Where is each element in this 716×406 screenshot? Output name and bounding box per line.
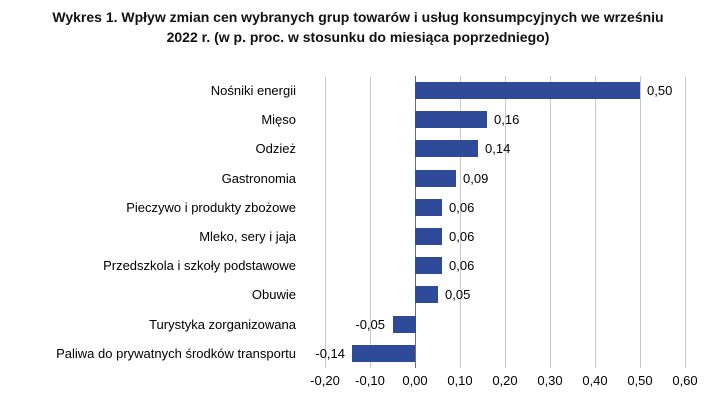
bar-area: 0,05 [325,280,685,309]
value-label: -0,14 [315,345,345,361]
value-label: 0,14 [485,141,511,157]
bar [415,198,442,216]
bar [415,227,442,245]
value-label: 0,05 [445,287,471,303]
category-label: Gastronomia [221,170,296,186]
value-label: 0,06 [449,199,475,215]
bar-chart: Nośniki energii 0,50 Mięso 0,16 Odzież 0,14 Ga… [0,76,716,388]
chart-title-line2: 2022 r. (w p. proc. w stosunku do miesią… [166,29,550,45]
x-tick-label: 0,50 [627,373,653,388]
x-tick-label: 0,40 [582,373,608,388]
chart-title-line1: Wykres 1. Wpływ zmian cen wybranych grup… [52,9,664,25]
bar-area: 0,16 [325,105,685,134]
chart-title: Wykres 1. Wpływ zmian cen wybranych grup… [0,7,716,47]
chart-row: Paliwa do prywatnych środków transportu -… [0,339,716,368]
chart-row: Turystyka zorganizowana -0,05 [0,310,716,339]
chart-row: Odzież 0,14 [0,134,716,163]
bar-area: -0,05 [325,310,685,339]
gridline [505,76,506,368]
x-tick-label: 0,60 [672,373,698,388]
category-label: Turystyka zorganizowana [149,316,296,332]
category-label: Pieczywo i produkty zbożowe [126,199,296,215]
bar [393,315,416,333]
bar [352,344,415,362]
chart-row: Pieczywo i produkty zbożowe 0,06 [0,193,716,222]
chart-rows: Nośniki energii 0,50 Mięso 0,16 Odzież 0,14 Ga… [0,76,716,368]
bar-area: 0,06 [325,222,685,251]
x-axis: -0,20 -0,10 0,00 0,10 0,20 0,30 0,40 0,50 0,60 [310,373,697,390]
x-tick-label: 0,00 [402,373,428,388]
bar-area: 0,50 [325,76,685,105]
x-tick-label: -0,20 [310,373,340,388]
x-tick-label: 0,30 [537,373,563,388]
chart-row: Nośniki energii 0,50 [0,76,716,105]
x-tick-label: -0,10 [355,373,385,388]
bar [415,140,478,158]
gridline [595,76,596,368]
category-label: Obuwie [251,287,296,303]
chart-row: Obuwie 0,05 [0,280,716,309]
value-label: 0,06 [449,258,475,274]
category-label: Odzież [255,141,296,157]
bar [415,169,456,187]
chart-row: Mięso 0,16 [0,105,716,134]
chart-row: Gastronomia 0,09 [0,164,716,193]
category-label: Mięso [261,112,296,128]
gridlines [325,76,686,368]
gridline [370,76,371,368]
bar-area: 0,06 [325,193,685,222]
value-label: 0,50 [647,83,673,99]
category-label: Paliwa do prywatnych środków transportu [56,345,296,361]
category-label: Nośniki energii [210,83,296,99]
value-label: 0,06 [449,229,475,245]
gridline [550,76,551,368]
value-label: -0,05 [355,316,385,332]
bar [415,82,640,99]
bar [415,111,487,129]
gridline [640,76,641,368]
gridline [460,76,461,368]
x-tick-label: 0,10 [447,373,473,388]
category-label: Przedszkola i szkoły podstawowe [103,258,296,274]
bar [415,286,438,304]
gridline [685,76,686,368]
bar-area: -0,14 [315,339,685,368]
bar-area: 0,09 [325,164,685,193]
bar-area: 0,06 [325,251,685,280]
zero-axis-line [415,76,416,368]
value-label: 0,09 [463,170,489,186]
chart-row: Przedszkola i szkoły podstawowe 0,06 [0,251,716,280]
bar-area: 0,14 [325,134,685,163]
category-label: Mleko, sery i jaja [199,229,296,245]
bar [415,257,442,275]
x-tick-label: 0,20 [492,373,518,388]
value-label: 0,16 [494,112,520,128]
gridline [325,76,326,368]
chart-row: Mleko, sery i jaja 0,06 [0,222,716,251]
